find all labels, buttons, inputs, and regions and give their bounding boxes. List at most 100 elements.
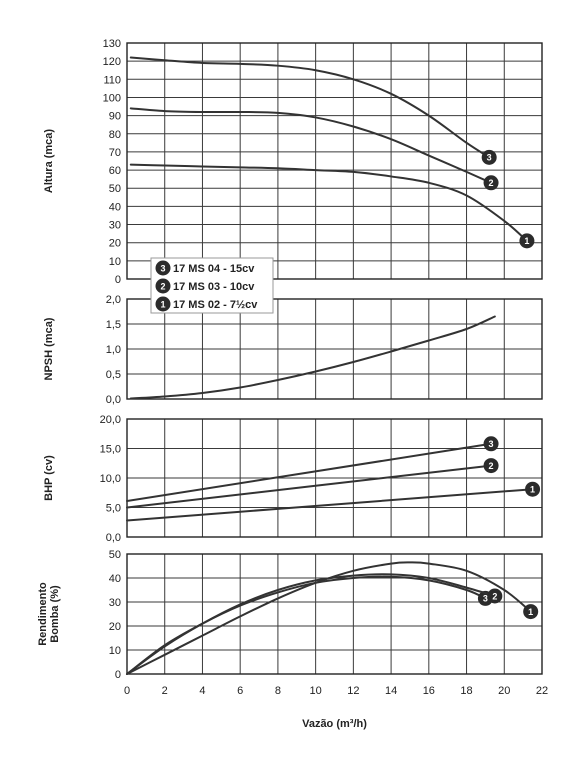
series-marker-circle bbox=[525, 481, 541, 497]
y-tick-label: 5,0 bbox=[106, 503, 121, 515]
y-tick-label: 10 bbox=[109, 256, 121, 268]
y-tick-label: 0 bbox=[115, 669, 121, 681]
legend-item-label: 17 MS 03 - 10cv bbox=[173, 281, 255, 293]
x-tick-label: 4 bbox=[199, 685, 205, 697]
series-marker-label: 3 bbox=[487, 153, 492, 163]
y-tick-label: 130 bbox=[103, 38, 121, 50]
y-axis-title: Rendimento bbox=[37, 582, 49, 646]
series-marker-label: 2 bbox=[489, 461, 494, 471]
series-end-marker: 3 bbox=[483, 436, 499, 452]
y-tick-label: 10,0 bbox=[100, 473, 121, 485]
series-marker-circle bbox=[483, 458, 499, 474]
series-line-1 bbox=[126, 488, 534, 522]
y-tick-label: 60 bbox=[109, 165, 121, 177]
series-line-2 bbox=[126, 464, 493, 509]
y-tick-label: 50 bbox=[109, 549, 121, 561]
series-marker-label: 1 bbox=[160, 299, 165, 309]
x-tick-label: 10 bbox=[310, 685, 322, 697]
y-tick-label: 1,0 bbox=[106, 344, 121, 356]
legend-box bbox=[150, 257, 274, 314]
y-tick-label: 30 bbox=[109, 220, 121, 232]
panel-1: 0,0 0,5 1,0 1,5 2,0 NPSH (mca) bbox=[43, 294, 543, 406]
series-marker-label: 3 bbox=[483, 594, 488, 604]
y-tick-label: 0 bbox=[115, 274, 121, 286]
y-tick-label: 50 bbox=[109, 183, 121, 195]
legend: 3 17 MS 04 - 15cv 2 17 MS 03 - 10cv 1 17 MS 0… bbox=[150, 257, 274, 314]
y-tick-label: 20 bbox=[109, 621, 121, 633]
x-tick-label: 6 bbox=[237, 685, 243, 697]
series-end-marker: 2 bbox=[483, 175, 499, 191]
x-axis-title: Vazão (m³/h) bbox=[302, 718, 367, 730]
y-tick-label: 80 bbox=[109, 129, 121, 141]
y-tick-label: 30 bbox=[109, 597, 121, 609]
series-marker-label: 2 bbox=[492, 591, 497, 601]
y-axis-title: Bomba (%) bbox=[49, 585, 61, 643]
series-marker-label: 2 bbox=[160, 281, 165, 291]
y-tick-label: 0,0 bbox=[106, 394, 121, 406]
y-tick-label: 100 bbox=[103, 92, 121, 104]
legend-marker: 1 bbox=[155, 296, 171, 312]
series-marker-label: 1 bbox=[524, 236, 529, 246]
series-line-1 bbox=[129, 163, 528, 242]
series-marker-circle bbox=[487, 588, 503, 604]
series-end-marker: 3 bbox=[481, 149, 497, 165]
x-tick-label: 20 bbox=[498, 685, 510, 697]
series-line-1 bbox=[126, 561, 532, 675]
panel-frame bbox=[126, 418, 543, 538]
series-marker-circle bbox=[483, 175, 499, 191]
series-end-marker: 1 bbox=[519, 233, 535, 249]
x-tick-label: 16 bbox=[423, 685, 435, 697]
y-tick-label: 2,0 bbox=[106, 294, 121, 306]
panel-frame bbox=[126, 553, 543, 675]
series-marker-label: 3 bbox=[160, 263, 165, 273]
x-tick-label: 14 bbox=[385, 685, 397, 697]
y-tick-label: 1,5 bbox=[106, 319, 121, 331]
x-tick-label: 12 bbox=[347, 685, 359, 697]
panel-frame bbox=[126, 42, 543, 280]
series-end-marker: 1 bbox=[523, 604, 539, 620]
y-tick-label: 40 bbox=[109, 201, 121, 213]
x-tick-label: 0 bbox=[124, 685, 130, 697]
series-marker-circle bbox=[155, 260, 171, 276]
series-end-marker: 2 bbox=[483, 458, 499, 474]
series-line-3 bbox=[129, 56, 491, 159]
legend-item-label: 17 MS 04 - 15cv bbox=[173, 263, 255, 275]
y-tick-label: 20 bbox=[109, 238, 121, 250]
series-line-3 bbox=[126, 442, 493, 503]
legend-marker: 3 bbox=[155, 260, 171, 276]
panel-3: 0 10 20 30 40 50 Rendimento Bomba (%) 3 2 1 bbox=[37, 549, 543, 681]
series-end-marker: 1 bbox=[525, 481, 541, 497]
y-tick-label: 20,0 bbox=[100, 414, 121, 426]
y-tick-label: 0,5 bbox=[106, 369, 121, 381]
series-line-2 bbox=[126, 573, 496, 675]
y-tick-label: 15,0 bbox=[100, 444, 121, 456]
x-tick-label: 2 bbox=[162, 685, 168, 697]
series-marker-label: 1 bbox=[528, 607, 533, 617]
series-marker-label: 3 bbox=[489, 439, 494, 449]
x-tick-label: 18 bbox=[460, 685, 472, 697]
panel-frame bbox=[126, 298, 543, 400]
series-marker-circle bbox=[483, 436, 499, 452]
legend-marker: 2 bbox=[155, 278, 171, 294]
y-axis-title: Altura (mca) bbox=[43, 129, 55, 194]
series-marker-circle bbox=[155, 296, 171, 312]
series-marker-circle bbox=[155, 278, 171, 294]
series-line-2 bbox=[129, 107, 493, 184]
y-tick-label: 40 bbox=[109, 573, 121, 585]
series-marker-label: 2 bbox=[489, 178, 494, 188]
x-tick-label: 8 bbox=[275, 685, 281, 697]
y-tick-label: 110 bbox=[103, 74, 121, 86]
panel-0: 0 10 20 30 40 50 60 70 80 90 100 110 120 130 Altura (m… bbox=[43, 38, 543, 286]
series-marker-circle bbox=[523, 604, 539, 620]
series-marker-label: 1 bbox=[530, 485, 535, 495]
series-line-3 bbox=[126, 575, 487, 675]
series-marker-circle bbox=[481, 149, 497, 165]
x-tick-label: 22 bbox=[536, 685, 548, 697]
panel-2: 0,0 5,0 10,0 15,0 20,0 BHP (cv) 3 2 1 bbox=[43, 414, 543, 544]
series-end-marker: 2 bbox=[487, 588, 503, 604]
series-line-npsh bbox=[129, 315, 496, 400]
legend-item-label: 17 MS 02 - 7½cv bbox=[173, 299, 258, 311]
y-tick-label: 90 bbox=[109, 111, 121, 123]
y-axis-title: NPSH (mca) bbox=[43, 317, 55, 380]
